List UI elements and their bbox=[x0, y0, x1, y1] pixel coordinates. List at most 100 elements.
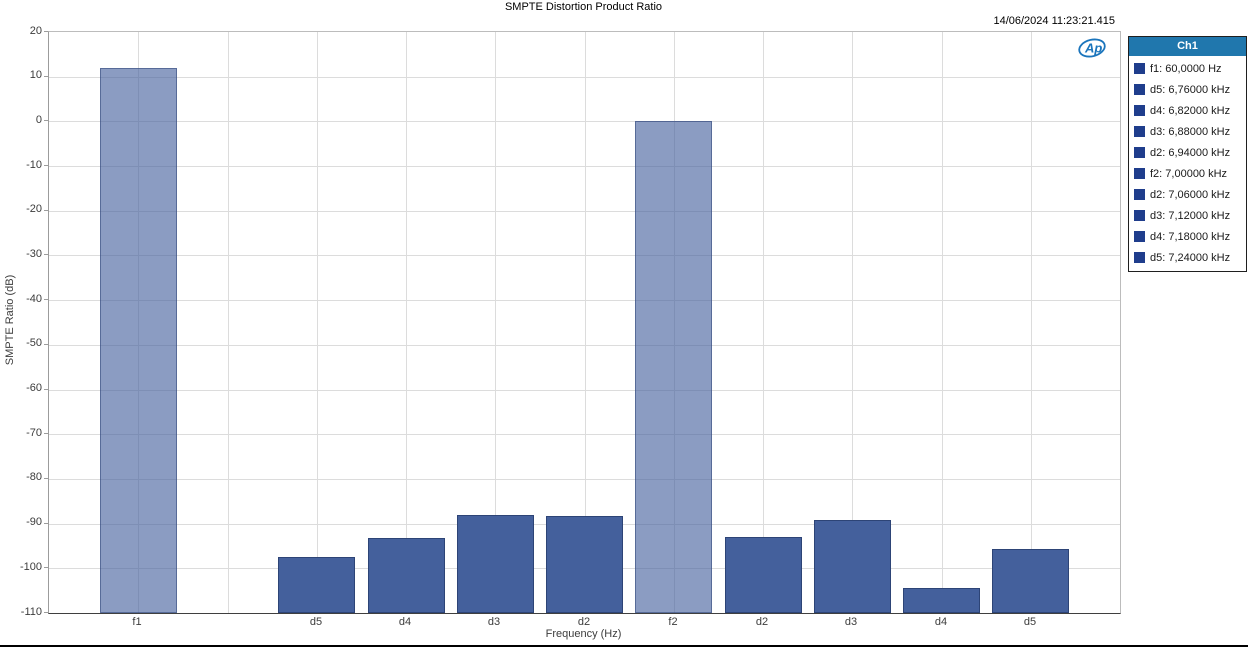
y-tick-mark bbox=[44, 299, 48, 300]
x-tick-label-f1: f1 bbox=[132, 616, 142, 628]
y-tick-mark bbox=[44, 389, 48, 390]
x-tick-label-d3: d3 bbox=[844, 616, 858, 628]
v-gridline bbox=[406, 32, 407, 613]
legend-swatch-icon bbox=[1134, 126, 1145, 137]
legend-item-label: f1: 60,0000 Hz bbox=[1150, 62, 1222, 75]
h-gridline bbox=[49, 345, 1120, 346]
v-gridline bbox=[763, 32, 764, 613]
legend-swatch-icon bbox=[1134, 210, 1145, 221]
measurement-timestamp: 14/06/2024 11:23:21.415 bbox=[993, 15, 1115, 27]
audio-precision-logo-icon: Ap bbox=[1078, 38, 1106, 58]
y-tick-label: -40 bbox=[26, 293, 42, 305]
y-tick-mark bbox=[44, 165, 48, 166]
plot-area[interactable] bbox=[48, 31, 1121, 614]
bar-d3 bbox=[814, 520, 891, 613]
y-tick-label: -70 bbox=[26, 427, 42, 439]
legend-item[interactable]: d3: 6,88000 kHz bbox=[1129, 121, 1246, 142]
svg-text:Ap: Ap bbox=[1084, 41, 1102, 56]
y-tick-label: -50 bbox=[26, 337, 42, 349]
y-tick-label: -90 bbox=[26, 516, 42, 528]
x-tick-label-d2: d2 bbox=[755, 616, 769, 628]
legend-swatch-icon bbox=[1134, 105, 1145, 116]
x-tick-label-d5: d5 bbox=[309, 616, 323, 628]
legend-item[interactable]: f1: 60,0000 Hz bbox=[1129, 58, 1246, 79]
legend-swatch-icon bbox=[1134, 231, 1145, 242]
legend-item[interactable]: f2: 7,00000 kHz bbox=[1129, 163, 1246, 184]
legend-item[interactable]: d2: 7,06000 kHz bbox=[1129, 184, 1246, 205]
v-gridline bbox=[317, 32, 318, 613]
h-gridline bbox=[49, 121, 1120, 122]
y-tick-label: -100 bbox=[19, 561, 42, 573]
y-tick-mark bbox=[44, 478, 48, 479]
legend-swatch-icon bbox=[1134, 252, 1145, 263]
x-axis-title: Frequency (Hz) bbox=[545, 628, 622, 640]
y-tick-label: -30 bbox=[26, 248, 42, 260]
x-tick-label-d3: d3 bbox=[487, 616, 501, 628]
legend-rows: f1: 60,0000 Hz d5: 6,76000 kHz d4: 6,82000… bbox=[1129, 56, 1246, 271]
legend-item[interactable]: d4: 7,18000 kHz bbox=[1129, 226, 1246, 247]
v-gridline bbox=[942, 32, 943, 613]
chart-title: SMPTE Distortion Product Ratio bbox=[504, 1, 663, 13]
h-gridline bbox=[49, 211, 1120, 212]
v-gridline bbox=[585, 32, 586, 613]
bar-d5 bbox=[278, 557, 355, 613]
bar-f1 bbox=[100, 68, 177, 613]
legend-panel: Ch1 f1: 60,0000 Hz d5: 6,76000 kHz d4: 6,8… bbox=[1128, 36, 1247, 272]
legend-swatch-icon bbox=[1134, 168, 1145, 179]
y-tick-mark bbox=[44, 433, 48, 434]
legend-item-label: d4: 7,18000 kHz bbox=[1150, 230, 1231, 243]
bar-d2 bbox=[546, 516, 623, 613]
legend-swatch-icon bbox=[1134, 147, 1145, 158]
x-tick-label-d4: d4 bbox=[934, 616, 948, 628]
y-tick-label: 10 bbox=[29, 69, 42, 81]
bar-d2 bbox=[725, 537, 802, 613]
y-tick-label: -20 bbox=[26, 203, 42, 215]
legend-item-label: d5: 6,76000 kHz bbox=[1150, 83, 1231, 96]
legend-item[interactable]: d5: 6,76000 kHz bbox=[1129, 79, 1246, 100]
v-gridline bbox=[852, 32, 853, 613]
legend-item-label: d2: 7,06000 kHz bbox=[1150, 188, 1231, 201]
y-tick-mark bbox=[44, 344, 48, 345]
h-gridline bbox=[49, 166, 1120, 167]
legend-item[interactable]: d2: 6,94000 kHz bbox=[1129, 142, 1246, 163]
legend-swatch-icon bbox=[1134, 189, 1145, 200]
window-bottom-border bbox=[0, 645, 1248, 647]
legend-item-label: d5: 7,24000 kHz bbox=[1150, 251, 1231, 264]
y-tick-mark bbox=[44, 612, 48, 613]
legend-item-label: d2: 6,94000 kHz bbox=[1150, 146, 1231, 159]
y-tick-label: -10 bbox=[26, 159, 42, 171]
y-tick-mark bbox=[44, 120, 48, 121]
y-tick-label: -110 bbox=[20, 606, 42, 618]
y-tick-mark bbox=[44, 76, 48, 77]
x-tick-label-d4: d4 bbox=[398, 616, 412, 628]
y-tick-mark bbox=[44, 210, 48, 211]
y-tick-label: -80 bbox=[26, 471, 42, 483]
legend-item[interactable]: d5: 7,24000 kHz bbox=[1129, 247, 1246, 268]
h-gridline bbox=[49, 390, 1120, 391]
y-tick-label: 0 bbox=[35, 114, 42, 126]
bar-d3 bbox=[457, 515, 534, 613]
y-tick-label: 20 bbox=[29, 25, 42, 37]
y-axis-title: SMPTE Ratio (dB) bbox=[4, 274, 16, 366]
h-gridline bbox=[49, 479, 1120, 480]
h-gridline bbox=[49, 434, 1120, 435]
legend-swatch-icon bbox=[1134, 63, 1145, 74]
legend-item-label: d3: 7,12000 kHz bbox=[1150, 209, 1231, 222]
x-tick-label-d2: d2 bbox=[577, 616, 591, 628]
y-tick-mark bbox=[44, 523, 48, 524]
h-gridline bbox=[49, 255, 1120, 256]
legend-item-label: d4: 6,82000 kHz bbox=[1150, 104, 1231, 117]
bar-d4 bbox=[903, 588, 980, 613]
y-tick-label: -60 bbox=[26, 382, 42, 394]
bar-f2 bbox=[635, 121, 712, 613]
legend-item[interactable]: d3: 7,12000 kHz bbox=[1129, 205, 1246, 226]
y-tick-mark bbox=[44, 254, 48, 255]
h-gridline bbox=[49, 300, 1120, 301]
legend-swatch-icon bbox=[1134, 84, 1145, 95]
bar-d5 bbox=[992, 549, 1069, 613]
legend-item-label: d3: 6,88000 kHz bbox=[1150, 125, 1231, 138]
x-tick-label-f2: f2 bbox=[668, 616, 678, 628]
legend-item[interactable]: d4: 6,82000 kHz bbox=[1129, 100, 1246, 121]
v-gridline bbox=[495, 32, 496, 613]
